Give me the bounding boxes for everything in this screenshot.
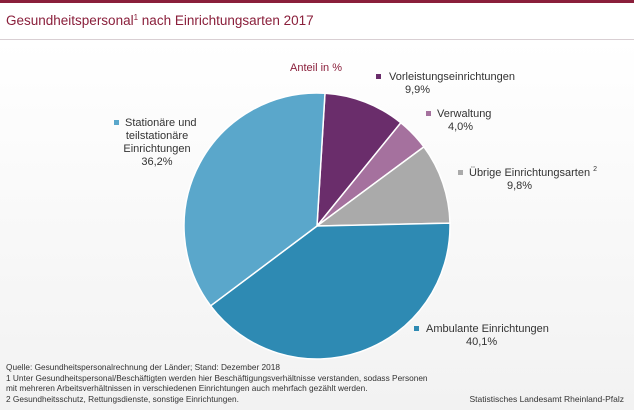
legend-marker-stationaer: [114, 120, 119, 125]
publisher: Statistisches Landesamt Rheinland-Pfalz: [469, 394, 625, 404]
slice-ambulant: [209, 222, 451, 360]
slice-uebrige: [314, 145, 451, 227]
legend-marker-uebrige: [458, 170, 463, 175]
top-accent-bar: [0, 0, 634, 3]
value-vorleistung: 9,9%: [405, 84, 430, 96]
label-stationaer-line1: Stationäre und: [125, 117, 197, 129]
slice-stationaer: [183, 92, 326, 307]
title-divider: [0, 39, 634, 40]
value-ambulant: 40,1%: [466, 336, 497, 348]
chart-subtitle: Anteil in %: [290, 62, 342, 74]
label-vorleistung: Vorleistungseinrichtungen: [389, 71, 515, 83]
legend-marker-vorleistung: [376, 74, 381, 79]
footnote-1-line-1: 1 Unter Gesundheitspersonal/Beschäftigte…: [6, 372, 428, 383]
title-rest: nach Einrichtungsarten 2017: [138, 13, 314, 28]
chart-title: Gesundheitspersonal1 nach Einrichtungsar…: [6, 13, 314, 28]
legend-marker-ambulant: [414, 326, 419, 331]
label-stationaer-line3: Einrichtungen: [123, 143, 190, 155]
label-verwaltung: Verwaltung: [437, 108, 491, 120]
title-main: Gesundheitspersonal: [6, 13, 134, 28]
label-stationaer-line2: teilstationäre: [126, 130, 188, 142]
value-verwaltung: 4,0%: [448, 121, 473, 133]
label-ambulant: Ambulante Einrichtungen: [426, 323, 549, 335]
label-uebrige: Übrige Einrichtungsarten 2: [469, 166, 597, 179]
source-note: Quelle: Gesundheitspersonalrechnung der …: [6, 362, 280, 372]
footnote-2: 2 Gesundheitsschutz, Rettungsdienste, so…: [6, 393, 239, 404]
value-uebrige: 9,8%: [507, 180, 532, 192]
legend-marker-verwaltung: [426, 111, 431, 116]
value-stationaer: 36,2%: [141, 156, 172, 168]
footnotes: Quelle: Gesundheitspersonalrechnung der …: [6, 362, 428, 404]
title-footnote-marker: 1: [133, 13, 139, 22]
footnote-1-line-2: mit mehreren Arbeitsverhältnissen in ver…: [6, 383, 368, 394]
slice-vorleistung: [316, 92, 402, 229]
pie-slices: [183, 92, 451, 360]
